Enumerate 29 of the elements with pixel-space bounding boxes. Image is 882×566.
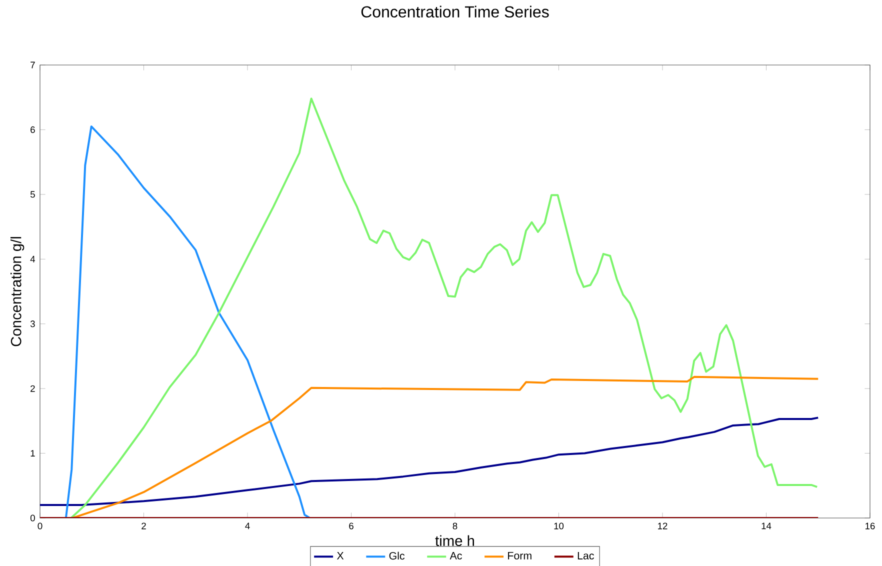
line-series xyxy=(72,376,820,518)
y-tick-label: 5 xyxy=(30,191,35,198)
x-tick-label: 4 xyxy=(245,522,250,530)
line-series xyxy=(40,416,820,506)
y-tick-label: 1 xyxy=(30,450,35,456)
legend-label: Glc xyxy=(389,552,405,560)
x-tick-label: 16 xyxy=(866,522,875,530)
x-axis-title: time h xyxy=(435,535,474,546)
y-tick-label: 4 xyxy=(30,256,36,262)
legend-label: Form xyxy=(508,552,532,560)
line-series xyxy=(70,98,818,518)
legend-label: Lac xyxy=(578,552,594,560)
legend-label: Ac xyxy=(450,552,462,560)
y-tick-label: 2 xyxy=(30,385,35,392)
legend-label: X xyxy=(336,552,344,560)
y-axis-title: Concentration g/l xyxy=(10,237,24,346)
y-tick-label: 7 xyxy=(30,62,35,68)
x-tick-label: 14 xyxy=(762,522,772,530)
y-tick-label: 0 xyxy=(30,514,35,522)
x-tick-label: 2 xyxy=(142,522,146,530)
x-tick-label: 10 xyxy=(554,522,564,530)
x-tick-label: 6 xyxy=(349,522,354,530)
y-tick-label: 6 xyxy=(30,126,35,133)
chart-title: Concentration Time Series xyxy=(361,6,549,18)
y-tick-label: 3 xyxy=(30,320,35,328)
x-tick-label: 8 xyxy=(452,522,458,530)
x-tick-label: 0 xyxy=(38,522,42,530)
line-series xyxy=(64,125,311,518)
x-tick-label: 12 xyxy=(658,522,668,530)
